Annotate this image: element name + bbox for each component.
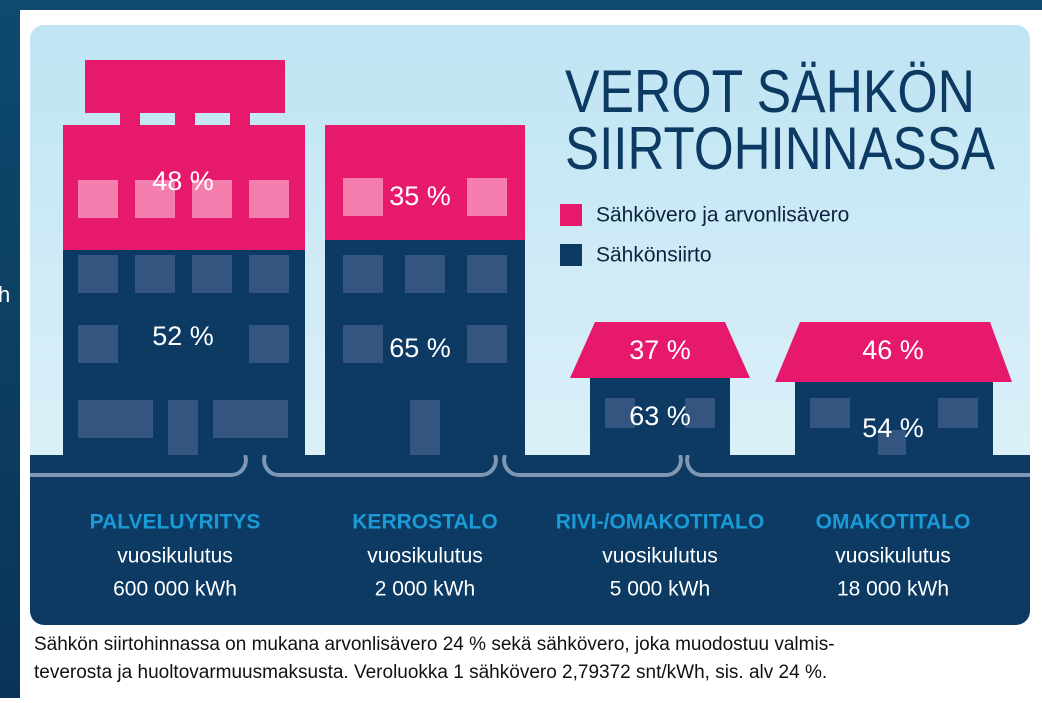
transfer-share: 52 %: [152, 321, 214, 351]
usage-label: vuosikulutus: [602, 545, 718, 568]
usage-value: 600 000 kWh: [113, 578, 237, 601]
building-name: KERROSTALO: [352, 511, 497, 534]
building-palveluyritys: [63, 60, 305, 455]
usage-label: vuosikulutus: [117, 545, 233, 568]
ground: [30, 455, 1030, 625]
pipes: [30, 454, 1030, 477]
transfer-share: 54 %: [862, 413, 924, 443]
building-omakotitalo: [775, 322, 1012, 455]
building-rivitalo: [570, 322, 750, 455]
tax-share: 37 %: [629, 335, 691, 365]
usage-value: 2 000 kWh: [375, 578, 475, 601]
footnote: teverosta ja huoltovarmuusmaksusta. Vero…: [34, 662, 827, 683]
transfer-share: 63 %: [629, 401, 691, 431]
legend-label: Sähkövero ja arvonlisävero: [596, 204, 849, 227]
usage-value: 5 000 kWh: [610, 578, 710, 601]
title-line: VEROT SÄHKÖN: [565, 58, 975, 125]
building-name: PALVELUYRITYS: [90, 511, 261, 534]
usage-label: vuosikulutus: [835, 545, 951, 568]
building-labels: PALVELUYRITYS vuosikulutus 600 000 kWh KERR…: [90, 511, 971, 601]
usage-value: 18 000 kWh: [837, 578, 949, 601]
footnote: Sähkön siirtohinnassa on mukana arvonlis…: [34, 634, 835, 655]
building-name: RIVI-/OMAKOTITALO: [556, 511, 764, 534]
building-kerrostalo: [325, 125, 525, 455]
legend-swatch: [560, 204, 582, 226]
tax-share: 46 %: [862, 335, 924, 365]
legend-swatch: [560, 244, 582, 266]
building-name: OMAKOTITALO: [816, 511, 971, 534]
title-line: SIIRTOHINNASSA: [565, 115, 995, 182]
usage-label: vuosikulutus: [367, 545, 483, 568]
side-text: h: [0, 282, 10, 307]
legend-label: Sähkönsiirto: [596, 244, 712, 267]
tax-share: 35 %: [389, 181, 451, 211]
tax-share: 48 %: [152, 166, 214, 196]
transfer-share: 65 %: [389, 333, 451, 363]
